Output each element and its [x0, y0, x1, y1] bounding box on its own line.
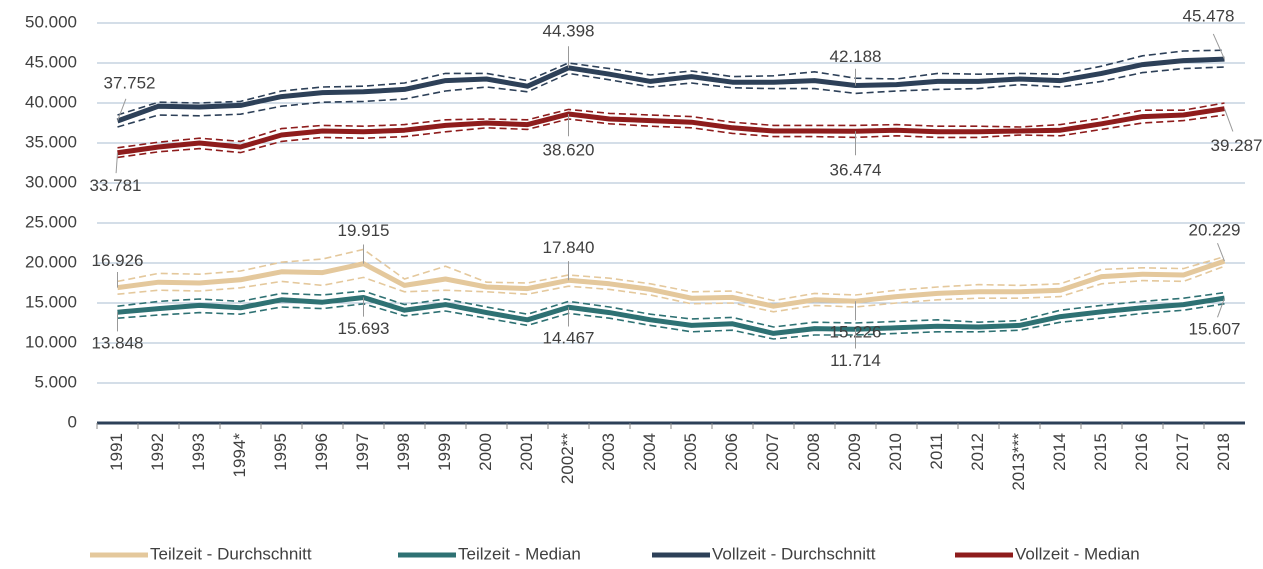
x-tick-label: 2016 — [1132, 433, 1151, 471]
leader-line — [1217, 297, 1225, 318]
x-tick-label: 2015 — [1091, 433, 1110, 471]
upper-bound — [117, 102, 1225, 149]
lower-bound — [117, 265, 1225, 313]
y-tick-label: 30.000 — [25, 172, 77, 191]
y-tick-label: 25.000 — [25, 212, 77, 231]
x-tick-label: 1995 — [271, 433, 290, 471]
upper-bound — [117, 290, 1225, 328]
y-tick-label: 20.000 — [25, 252, 77, 271]
data-label: 17.840 — [543, 238, 595, 257]
x-tick-label: 1997 — [353, 433, 372, 471]
data-label: 36.474 — [830, 161, 882, 180]
y-tick-label: 10.000 — [25, 332, 77, 351]
legend-label: Vollzeit - Median — [1015, 544, 1140, 563]
data-label: 33.781 — [90, 176, 142, 195]
data-label: 39.287 — [1211, 136, 1263, 155]
data-label: 11.714 — [830, 351, 881, 370]
upper-bound — [117, 49, 1225, 116]
x-tick-label: 2011 — [927, 433, 946, 470]
leader-line — [1212, 33, 1225, 60]
x-tick-label: 2004 — [640, 433, 659, 471]
x-tick-label: 2010 — [886, 433, 905, 471]
x-tick-label: 2008 — [804, 433, 823, 471]
legend-label: Teilzeit - Median — [458, 544, 581, 563]
x-tick-label: 1999 — [435, 433, 454, 471]
leader-line — [117, 98, 127, 122]
leader-line — [115, 152, 118, 174]
data-label: 37.752 — [104, 73, 156, 92]
legend-label: Vollzeit - Durchschnitt — [712, 544, 876, 563]
y-tick-label: 0 — [68, 412, 77, 431]
data-label: 16.926 — [92, 251, 144, 270]
lower-bound — [117, 66, 1225, 128]
y-tick-label: 15.000 — [25, 292, 77, 311]
legend-label: Teilzeit - Durchschnitt — [150, 544, 312, 563]
data-label: 15.607 — [1189, 320, 1241, 339]
upper-bound — [117, 248, 1225, 302]
x-tick-label: 2001 — [517, 433, 536, 471]
x-tick-label: 2012 — [968, 433, 987, 471]
line — [117, 258, 1226, 309]
x-tick-label: 2006 — [722, 433, 741, 471]
data-label: 13.848 — [92, 334, 144, 353]
line — [117, 294, 1225, 336]
data-label: 45.478 — [1183, 7, 1235, 26]
line — [117, 106, 1225, 156]
y-tick-label: 45.000 — [25, 52, 77, 71]
y-tick-label: 40.000 — [25, 92, 77, 111]
x-tick-label: 2009 — [845, 433, 864, 471]
leader-line — [1224, 108, 1234, 132]
data-label: 20.229 — [1189, 221, 1241, 240]
leader-line — [1217, 242, 1225, 262]
x-tick-label: 1998 — [394, 433, 413, 471]
x-tick-label: 2005 — [681, 433, 700, 471]
x-tick-label: 1994* — [230, 433, 249, 478]
y-tick-label: 35.000 — [25, 132, 77, 151]
x-tick-label: 2018 — [1214, 433, 1233, 471]
lower-bound — [117, 114, 1225, 159]
x-tick-label: 2002** — [558, 433, 577, 484]
data-label: 15.693 — [338, 319, 390, 338]
line — [116, 56, 1225, 124]
x-tick-label: 2017 — [1173, 433, 1192, 471]
data-label: 42.188 — [830, 47, 882, 66]
x-tick-label: 2007 — [763, 433, 782, 471]
x-tick-label: 2003 — [599, 433, 618, 471]
y-tick-label: 5.000 — [34, 372, 77, 391]
x-tick-label: 1991 — [107, 433, 126, 471]
data-label: 38.620 — [543, 141, 595, 160]
x-tick-label: 2013*** — [1009, 433, 1028, 491]
data-label: 44.398 — [543, 21, 595, 40]
x-tick-label: 1992 — [148, 433, 167, 471]
x-tick-label: 2000 — [476, 433, 495, 471]
data-label: 19.915 — [338, 221, 390, 240]
x-tick-label: 2014 — [1050, 433, 1069, 471]
data-label: 14.467 — [543, 329, 595, 348]
x-tick-label: 1993 — [189, 433, 208, 471]
y-tick-label: 50.000 — [25, 12, 77, 31]
x-tick-label: 1996 — [312, 433, 331, 471]
